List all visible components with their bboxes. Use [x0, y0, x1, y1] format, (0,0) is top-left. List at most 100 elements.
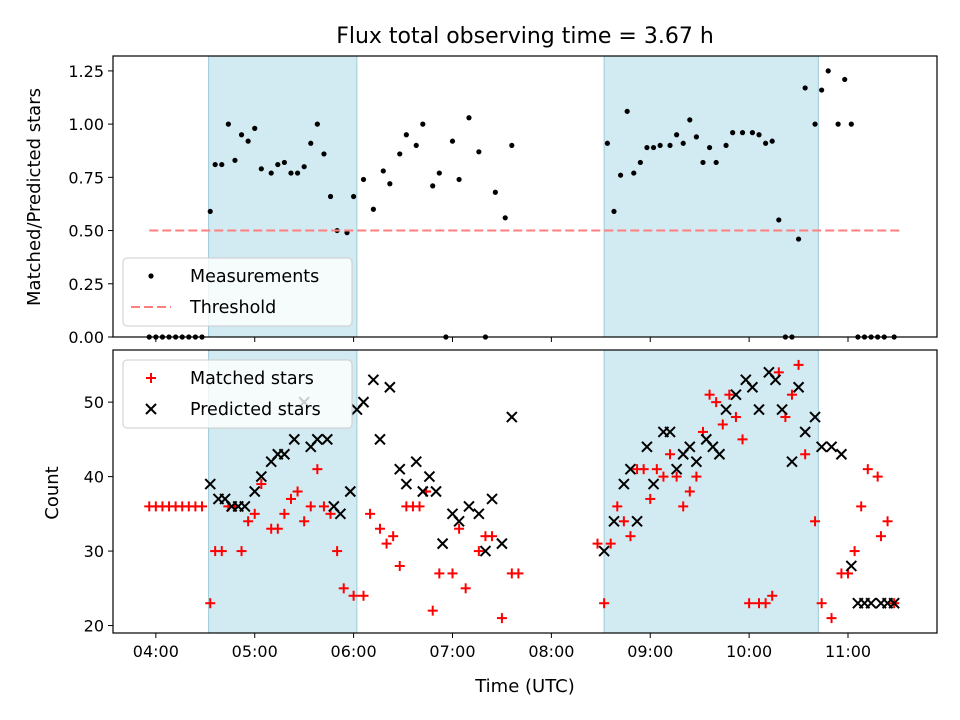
bottom-y-tick-label: 30 — [84, 542, 104, 561]
predicted-star-point — [400, 478, 413, 490]
matched-star-point — [625, 531, 636, 542]
matched-star-point — [724, 389, 735, 400]
measurement-point — [245, 138, 251, 144]
matched-star-point — [862, 464, 873, 475]
matched-star-point — [318, 501, 329, 512]
top-axes-frame — [112, 55, 938, 338]
predicted-star-point — [430, 485, 442, 498]
measurement-point — [644, 144, 650, 151]
matched-star-point — [651, 464, 662, 475]
matched-star-point — [793, 359, 804, 370]
bottom-y-tick-label: 40 — [84, 468, 104, 487]
predicted-star-point — [288, 433, 300, 446]
matched-star-point — [381, 538, 392, 549]
top-y-tick-label: 0.25 — [68, 275, 104, 294]
measurement-point — [301, 164, 307, 170]
matched-star-point — [454, 523, 465, 534]
bottom-shaded-interval — [603, 349, 819, 634]
predicted-star-point — [453, 515, 465, 527]
predicted-star-point — [608, 515, 620, 527]
top-legend: Measurements Threshold — [122, 257, 353, 327]
predicted-star-point — [436, 537, 449, 550]
top-y-axis-label: Matched/Predicted stars — [24, 88, 45, 306]
predicted-star-point — [367, 374, 380, 386]
matched-star-point — [882, 516, 893, 527]
bottom-y-tick-label: 50 — [84, 393, 104, 412]
predicted-star-point — [720, 403, 732, 416]
x-tick-label: 05:00 — [232, 642, 278, 661]
matched-star-point — [645, 493, 656, 504]
legend-label: Matched stars — [190, 369, 314, 389]
predicted-star-point — [647, 478, 660, 490]
matched-star-point — [279, 508, 290, 519]
measurement-point — [749, 130, 756, 136]
predicted-star-point — [357, 396, 370, 408]
matched-star-point — [243, 516, 254, 527]
matched-star-point — [348, 590, 359, 601]
predicted-star-point — [255, 470, 268, 483]
measurement-point — [225, 121, 231, 127]
predicted-star-point — [799, 426, 811, 438]
predicted-star-point — [479, 545, 492, 557]
matched-star-point — [612, 501, 623, 512]
matched-star-point — [875, 531, 886, 542]
bottom-panel: 20 30 40 50 04:00 05:00 06:00 07:00 08:00 09:00 10… — [84, 349, 938, 661]
measurement-point — [294, 170, 301, 176]
predicted-star-point — [825, 441, 838, 453]
measurement-point — [314, 121, 320, 127]
measurement-point — [756, 132, 762, 138]
measurement-point — [207, 208, 213, 215]
matched-star-point — [365, 508, 376, 519]
matched-star-point — [196, 501, 207, 512]
matched-star-point — [816, 598, 827, 609]
matched-star-point — [592, 538, 603, 549]
x-axis-label: Time (UTC) — [474, 676, 575, 697]
measurement-point — [351, 193, 357, 200]
measurement-point — [258, 166, 264, 172]
x-tick-label: 09:00 — [627, 642, 673, 661]
matched-star-point — [205, 598, 216, 609]
matched-star-point — [599, 598, 610, 609]
predicted-star-point — [631, 515, 643, 527]
matched-star-point — [338, 583, 349, 594]
predicted-star-point — [496, 537, 508, 550]
predicted-star-point — [410, 456, 422, 468]
predicted-star-point — [423, 470, 436, 483]
matched-star-point — [800, 449, 811, 460]
predicted-star-point — [809, 411, 821, 423]
measurement-point — [624, 108, 630, 114]
matched-star-point — [744, 598, 755, 609]
measurement-point — [769, 138, 775, 144]
measurement-point — [763, 140, 769, 146]
matched-star-point — [388, 531, 399, 542]
predicted-star-point — [278, 448, 291, 460]
predicted-star-point — [786, 456, 798, 468]
measurement-point — [476, 149, 482, 155]
top-y-tick-label: 0.00 — [68, 328, 104, 347]
bottom-y-tick-label: 20 — [84, 617, 104, 636]
measurement-point — [802, 85, 808, 91]
predicted-star-point — [321, 433, 333, 446]
legend-box — [122, 359, 353, 429]
matched-star-point — [394, 560, 405, 571]
matched-star-point — [665, 449, 676, 460]
matched-star-point — [305, 501, 316, 512]
measurement-point — [370, 206, 376, 212]
measurement-point — [611, 208, 617, 215]
predicted-star-point — [618, 478, 630, 490]
measurement-point — [700, 159, 706, 166]
matched-star-point — [414, 501, 425, 512]
measurement-point — [268, 170, 274, 176]
predicted-star-point — [792, 381, 805, 393]
measurement-point — [848, 121, 854, 127]
measurement-point — [380, 168, 386, 174]
predicted-star-point — [384, 381, 396, 393]
matched-star-point — [285, 493, 296, 504]
matched-star-point — [730, 412, 741, 423]
predicted-star-point — [417, 485, 429, 498]
x-tick-label: 06:00 — [331, 642, 377, 661]
matched-star-point — [638, 464, 649, 475]
predicted-star-point — [311, 433, 324, 446]
matched-star-point — [872, 471, 883, 482]
